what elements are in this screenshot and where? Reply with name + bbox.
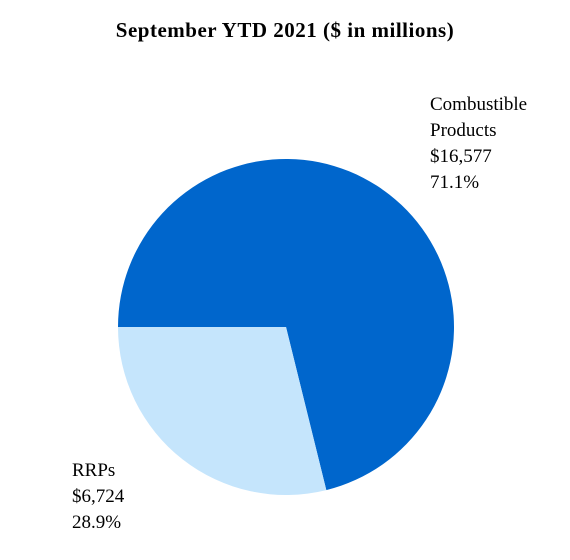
slice-name-line: Combustible: [430, 94, 528, 115]
slice-label-combustible-products: Combustible Products $16,577 71.1%: [430, 92, 527, 196]
pie-slice-rrps: [118, 327, 327, 496]
slice-label-rrps: RRPs $6,724 28.9%: [72, 458, 124, 536]
slice-percent: 28.9%: [72, 512, 122, 533]
pie-slice-combustible-products: [118, 159, 454, 491]
slice-name-line: RRPs: [72, 460, 116, 481]
slice-percent: 71.1%: [430, 172, 480, 193]
chart-title: September YTD 2021 ($ in millions): [115, 18, 455, 42]
slice-value: $6,724: [72, 486, 125, 507]
slice-name-line: Products: [430, 120, 497, 141]
slice-value: $16,577: [430, 146, 492, 167]
